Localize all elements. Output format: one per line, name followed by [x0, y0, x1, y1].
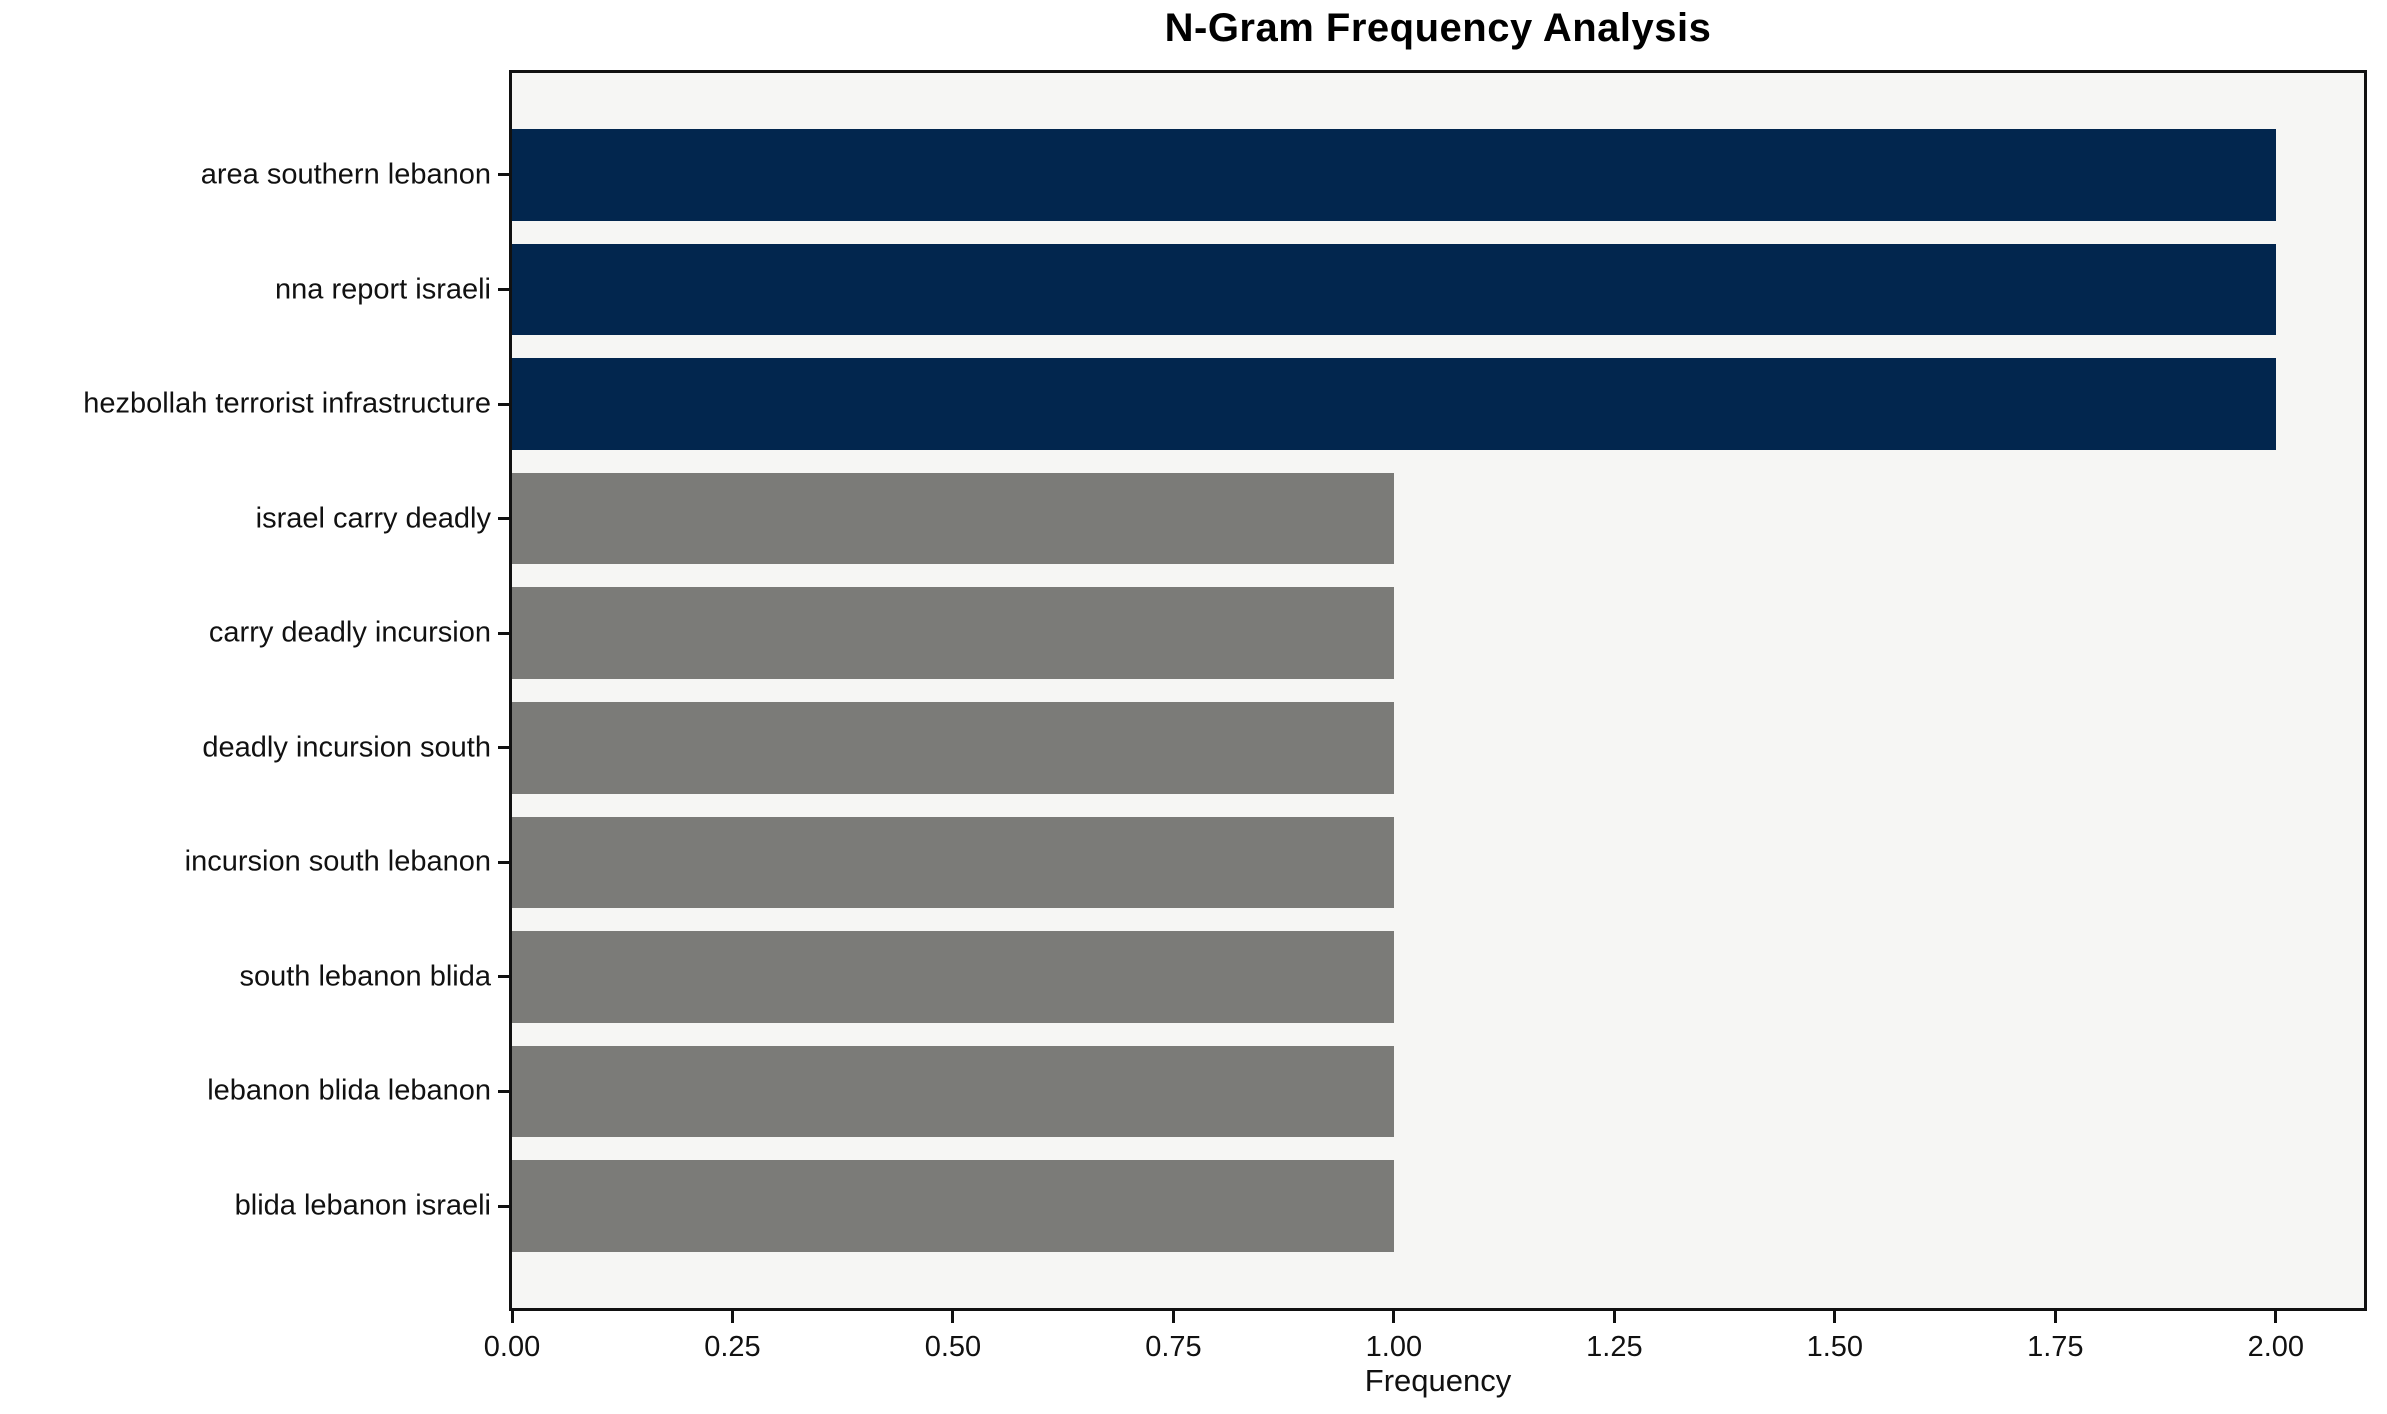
y-tick-label: blida lebanon israeli: [234, 1189, 491, 1222]
x-tick-mark: [2274, 1311, 2278, 1323]
y-tick-mark: [498, 288, 509, 292]
chart-title: N-Gram Frequency Analysis: [1164, 6, 1712, 50]
bar: [512, 129, 2276, 221]
bar: [512, 472, 1394, 565]
y-tick-mark: [498, 173, 509, 177]
y-tick-mark: [498, 1089, 509, 1093]
x-tick-label: 0.00: [483, 1331, 541, 1363]
x-tick-mark: [2053, 1311, 2057, 1323]
x-tick-mark: [1612, 1311, 1616, 1323]
y-tick-mark: [498, 517, 509, 521]
y-tick-label: carry deadly incursion: [208, 616, 491, 649]
y-tick-label: nna report israeli: [275, 273, 491, 306]
y-tick-mark: [498, 402, 509, 406]
x-tick-mark: [951, 1311, 955, 1323]
x-tick-label: 0.25: [704, 1331, 761, 1363]
x-tick-mark: [1171, 1311, 1175, 1323]
y-tick-mark: [498, 860, 509, 864]
y-tick-label: deadly incursion south: [202, 731, 491, 764]
bar: [512, 931, 1394, 1023]
x-tick-label: 0.50: [924, 1331, 982, 1363]
y-tick-label: hezbollah terrorist infrastructure: [83, 387, 491, 420]
y-tick-label: south lebanon blida: [239, 960, 491, 993]
y-tick-label: incursion south lebanon: [184, 845, 491, 878]
y-tick-mark: [498, 746, 509, 750]
bar: [512, 1160, 1394, 1252]
x-tick-label: 1.00: [1365, 1331, 1423, 1363]
x-tick-mark: [1833, 1311, 1837, 1323]
x-tick-label: 1.25: [1586, 1331, 1643, 1363]
x-axis-label: Frequency: [1364, 1363, 1512, 1398]
y-tick-mark: [498, 1204, 509, 1208]
y-tick-label: israel carry deadly: [255, 502, 491, 535]
x-tick-label: 1.75: [2027, 1331, 2084, 1363]
x-tick-label: 1.50: [1806, 1331, 1864, 1363]
x-tick-label: 0.75: [1145, 1331, 1202, 1363]
bar: [512, 243, 2276, 336]
x-tick-mark: [1392, 1311, 1396, 1323]
bar: [512, 587, 1394, 680]
y-tick-mark: [498, 631, 509, 635]
bar: [512, 358, 2276, 450]
y-tick-label: area southern lebanon: [200, 158, 491, 191]
bar: [512, 1045, 1394, 1138]
x-tick-mark: [730, 1311, 734, 1323]
bar: [512, 816, 1394, 909]
y-tick-mark: [498, 975, 509, 979]
x-tick-mark: [510, 1311, 514, 1323]
bar: [512, 701, 1394, 794]
y-tick-label: lebanon blida lebanon: [207, 1074, 491, 1107]
x-tick-label: 2.00: [2247, 1331, 2305, 1363]
